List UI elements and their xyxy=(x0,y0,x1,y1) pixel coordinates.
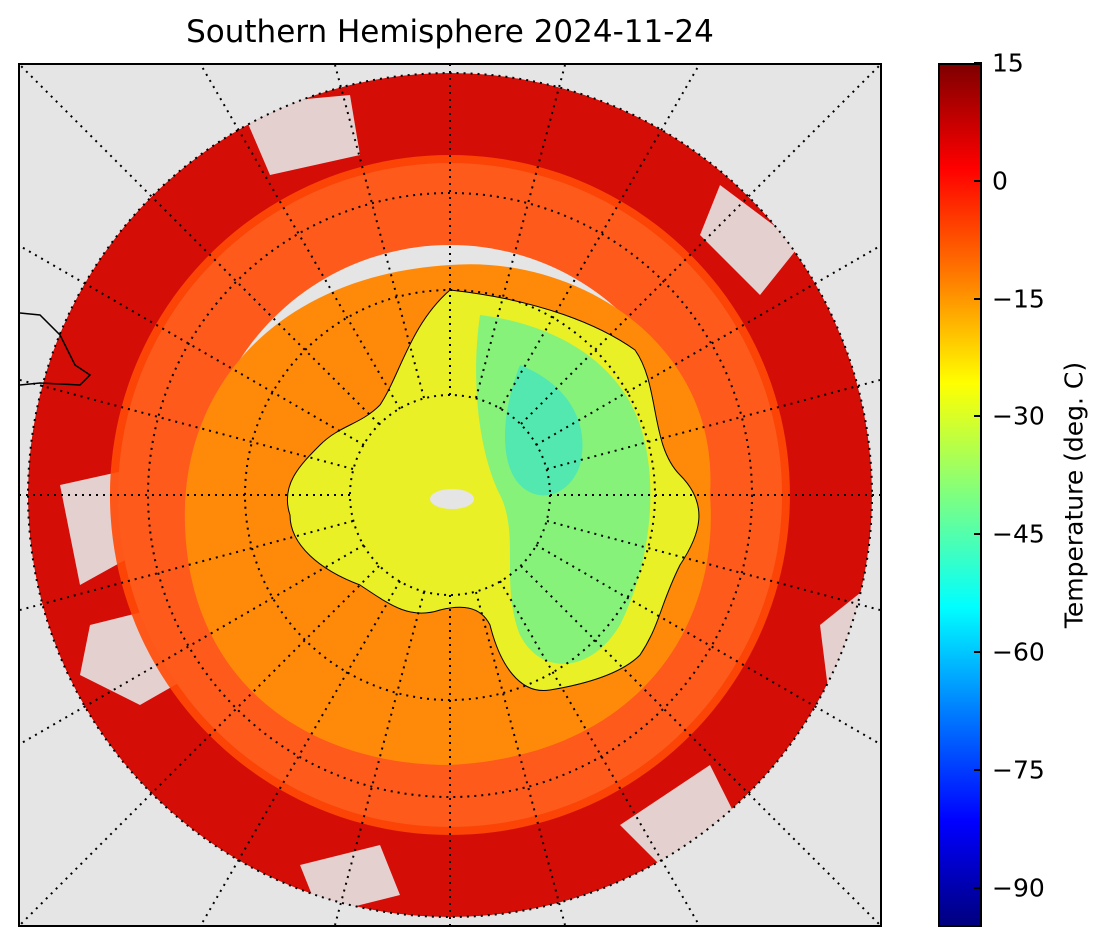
colorbar-tick-label: −15 xyxy=(992,284,1045,314)
colorbar-tick-mark xyxy=(974,62,982,64)
map-panel xyxy=(18,63,882,927)
colorbar-tick-label: 0 xyxy=(992,166,1008,196)
pole-hole xyxy=(430,489,474,509)
cold-core xyxy=(505,365,583,496)
colorbar-tick-mark xyxy=(974,297,982,300)
colorbar-tick-mark xyxy=(974,415,982,418)
colorbar-tick-mark xyxy=(974,651,982,654)
meridians xyxy=(20,65,880,925)
colorbar-tick-label: −60 xyxy=(992,637,1045,667)
colorbar-tick-mark xyxy=(974,533,982,536)
colorbar-tick-label: −75 xyxy=(992,755,1045,785)
colorbar-tick-label: −90 xyxy=(992,873,1045,903)
map-title: Southern Hemisphere 2024-11-24 xyxy=(186,14,714,50)
polar-map xyxy=(20,65,880,925)
colorbar-label: Temperature (deg. C) xyxy=(1059,361,1089,629)
colorbar-tick-mark xyxy=(974,179,982,182)
colorbar-tick-mark xyxy=(974,886,982,889)
colorbar-tick-label: −30 xyxy=(992,401,1045,431)
colorbar-tick-label: 15 xyxy=(992,48,1024,78)
colorbar xyxy=(938,63,982,927)
south-america-coast xyxy=(20,312,92,386)
colorbar-tick-label: −45 xyxy=(992,519,1045,549)
colorbar-tick-mark xyxy=(974,768,982,771)
